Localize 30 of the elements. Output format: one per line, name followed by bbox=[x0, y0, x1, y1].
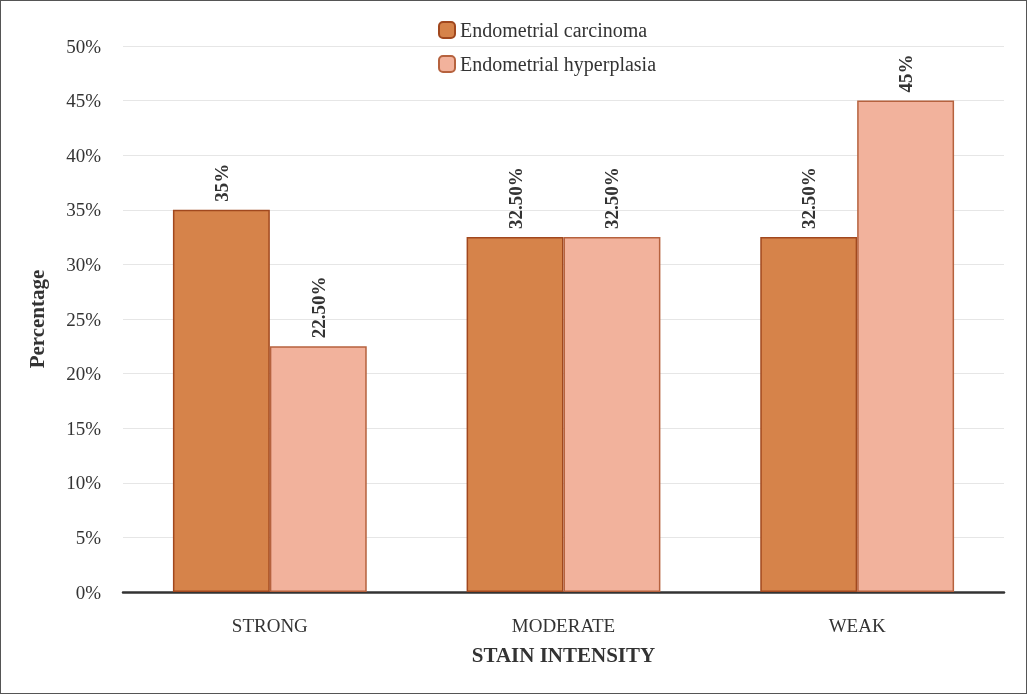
data-label: 35% bbox=[210, 163, 232, 202]
x-tick-label: WEAK bbox=[828, 615, 886, 636]
legend-label: Endometrial carcinoma bbox=[460, 19, 648, 41]
y-axis-title: Percentage bbox=[24, 269, 49, 369]
data-label: 32.50% bbox=[504, 167, 526, 230]
bar bbox=[466, 237, 564, 592]
y-tick-label: 25% bbox=[66, 308, 102, 330]
bar bbox=[563, 237, 661, 592]
bar bbox=[269, 346, 367, 592]
y-tick-label: 30% bbox=[66, 253, 102, 275]
y-tick-label: 50% bbox=[66, 35, 102, 57]
y-tick-label: 35% bbox=[66, 199, 102, 221]
x-axis-title: STAIN INTENSITY bbox=[471, 642, 656, 667]
bar bbox=[172, 209, 270, 592]
data-label: 45% bbox=[895, 54, 917, 93]
y-tick-label: 45% bbox=[66, 90, 102, 112]
y-tick-label: 40% bbox=[66, 144, 102, 166]
y-tick-label: 15% bbox=[66, 417, 102, 439]
x-tick-label: STRONG bbox=[231, 615, 309, 636]
legend-label: Endometrial hyperplasia bbox=[460, 53, 657, 76]
y-tick-label: 0% bbox=[75, 581, 102, 603]
data-label: 22.50% bbox=[307, 276, 329, 339]
y-tick-label: 10% bbox=[66, 472, 102, 494]
y-tick-label: 5% bbox=[75, 526, 102, 548]
bar bbox=[760, 237, 858, 592]
data-label: 32.50% bbox=[798, 167, 820, 230]
x-tick-label: MODERATE bbox=[511, 615, 616, 636]
data-label: 32.50% bbox=[601, 167, 623, 230]
y-tick-label: 20% bbox=[66, 363, 102, 385]
bar bbox=[857, 100, 955, 592]
